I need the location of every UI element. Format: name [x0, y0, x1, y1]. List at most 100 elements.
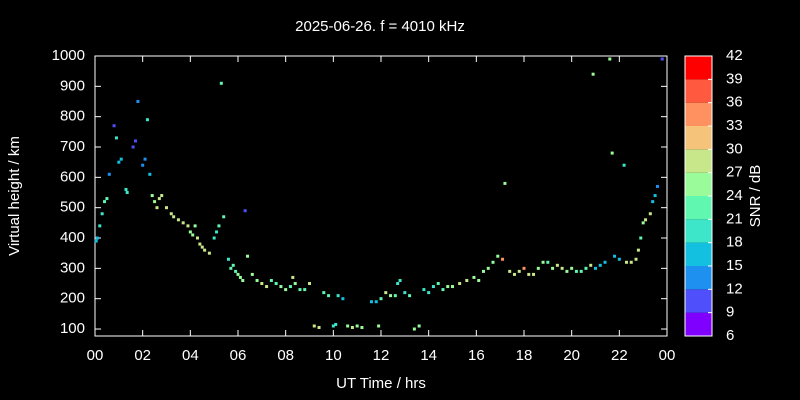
data-point: [124, 187, 128, 191]
data-point: [441, 288, 445, 292]
data-point: [293, 282, 297, 286]
data-point: [422, 288, 426, 292]
data-point: [517, 269, 521, 273]
data-point: [172, 215, 176, 219]
data-point: [255, 278, 259, 282]
x-tick-label: 20: [563, 347, 580, 364]
data-point: [512, 272, 516, 276]
data-point: [527, 272, 531, 276]
data-point: [153, 200, 157, 204]
data-point: [377, 324, 381, 328]
x-tick-label: 16: [468, 347, 485, 364]
y-tick-label: 900: [60, 77, 85, 94]
data-point: [560, 266, 564, 270]
data-point: [207, 251, 211, 255]
data-point: [408, 294, 412, 298]
plot-frame: [94, 55, 668, 337]
y-axis-label: Virtual height / km: [6, 136, 23, 256]
data-point: [98, 224, 102, 228]
x-tick-label: 08: [277, 347, 294, 364]
data-point: [291, 275, 295, 279]
data-point: [508, 269, 512, 273]
data-point: [157, 197, 161, 201]
data-point: [565, 269, 569, 273]
x-axis-label: UT Time / hrs: [336, 375, 426, 392]
data-point: [186, 224, 190, 228]
colorbar-tick-label: 21: [726, 210, 743, 227]
data-point: [95, 236, 99, 240]
data-point: [269, 278, 273, 282]
data-point: [308, 282, 311, 286]
data-point: [176, 218, 180, 222]
data-point: [389, 294, 393, 298]
data-point: [100, 212, 104, 216]
data-point: [536, 266, 540, 270]
data-point: [212, 236, 216, 240]
data-point: [134, 139, 138, 143]
y-tick-label: 800: [60, 108, 85, 125]
x-tick-label: 12: [373, 347, 390, 364]
data-point: [246, 254, 250, 258]
data-point: [198, 242, 202, 246]
data-point: [589, 263, 593, 267]
colorbar-band: [685, 312, 712, 336]
data-point: [660, 57, 664, 61]
y-tick-label: 200: [60, 290, 85, 307]
data-point: [555, 263, 559, 267]
data-point: [465, 278, 469, 282]
data-point: [265, 285, 269, 289]
data-point: [458, 282, 462, 286]
data-point: [181, 221, 185, 225]
data-point: [150, 194, 154, 198]
data-point: [141, 163, 145, 167]
colorbar-label: SNR / dB: [747, 165, 764, 228]
data-point: [350, 326, 354, 330]
data-point: [551, 266, 555, 270]
colorbar-band: [685, 126, 712, 150]
data-point: [617, 257, 621, 261]
y-tick-label: 300: [60, 259, 85, 276]
x-tick-label: 00: [659, 347, 676, 364]
data-point: [379, 297, 383, 301]
data-point: [155, 206, 159, 210]
colorbar-band: [685, 289, 712, 313]
data-point: [312, 324, 316, 328]
colorbar-tick-label: 18: [726, 234, 743, 251]
data-point: [103, 200, 107, 204]
data-point: [594, 266, 597, 270]
data-point: [250, 272, 254, 276]
data-point: [655, 184, 659, 188]
y-tick-label: 700: [60, 138, 85, 155]
data-point: [491, 260, 495, 264]
data-point: [231, 263, 235, 267]
data-point: [486, 266, 490, 270]
data-point: [346, 324, 350, 328]
colorbar-band: [685, 242, 712, 266]
data-point: [472, 275, 476, 279]
colorbar-band: [685, 79, 712, 103]
x-tick-label: 04: [182, 347, 199, 364]
data-point: [107, 172, 111, 176]
data-point: [648, 212, 652, 216]
y-tick-label: 400: [60, 229, 85, 246]
x-tick-label: 02: [134, 347, 151, 364]
data-point: [331, 324, 335, 328]
colorbar-band: [685, 219, 712, 243]
data-point: [341, 297, 345, 301]
data-point: [274, 282, 278, 286]
data-point: [651, 200, 655, 204]
colorbar-tick-label: 30: [726, 140, 743, 157]
x-tick-label: 22: [611, 347, 628, 364]
data-point: [219, 81, 223, 85]
data-point: [427, 291, 431, 295]
data-point: [327, 294, 331, 298]
data-point: [384, 291, 388, 295]
data-point: [610, 151, 614, 155]
data-point: [579, 269, 583, 273]
data-point: [160, 194, 164, 198]
data-point: [496, 254, 500, 258]
data-point: [114, 136, 118, 140]
colorbar-tick-label: 33: [726, 117, 743, 134]
y-tick-label: 500: [60, 199, 85, 216]
